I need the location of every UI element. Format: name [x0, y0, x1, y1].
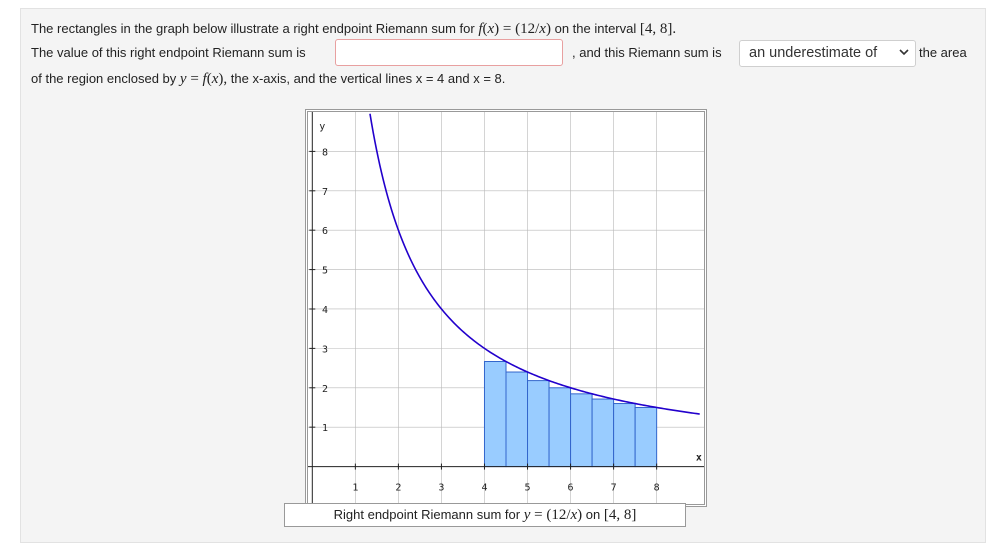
question-text: on the interval — [554, 21, 637, 36]
question-text: The rectangles in the graph below illust… — [31, 21, 475, 36]
function-expression: f(x) = (12/x) — [478, 21, 551, 37]
riemann-rectangle — [634, 406, 658, 468]
riemann-sum-answer-input[interactable] — [335, 39, 563, 66]
question-line-3: of the region enclosed by y = f(x), the … — [31, 71, 505, 88]
caption-equation: y = (12/x) — [523, 507, 583, 523]
caption-text: Right endpoint Riemann sum for — [333, 507, 521, 522]
function-curve — [369, 113, 700, 415]
estimate-type-select[interactable]: an underestimate of — [739, 40, 916, 67]
graph-frame: 1 2 3 4 5 6 7 8 1 2 3 4 5 6 7 8 x y — [305, 109, 707, 512]
riemann-rectangle — [591, 398, 615, 468]
question-panel: The rectangles in the graph below illust… — [20, 8, 986, 543]
area-equation: y = f(x), — [179, 71, 228, 87]
caption-text: on — [585, 507, 601, 522]
riemann-rectangle — [483, 361, 507, 468]
graph-caption: Right endpoint Riemann sum for y = (12/x… — [284, 503, 686, 527]
x-tick-label: 3 — [438, 483, 444, 494]
y-tick-label: 8 — [322, 147, 328, 158]
y-tick-label: 2 — [322, 384, 328, 395]
riemann-rectangle — [570, 393, 593, 468]
chevron-down-icon — [899, 47, 909, 59]
riemann-rectangle — [505, 371, 529, 468]
x-tick-label: 2 — [395, 483, 401, 494]
y-tick-label: 7 — [322, 187, 328, 198]
riemann-rectangle — [548, 387, 572, 468]
y-tick-label: 6 — [322, 226, 328, 237]
y-tick-label: 1 — [322, 423, 328, 434]
question-line-2: The value of this right endpoint Riemann… — [31, 45, 306, 60]
interval-expression: [4, 8]. — [639, 21, 677, 37]
question-text: of the region enclosed by — [31, 71, 177, 86]
riemann-rectangle — [613, 403, 636, 468]
x-tick-label: 7 — [611, 483, 617, 494]
select-value: an underestimate of — [749, 45, 878, 61]
question-text: , and this Riemann sum is — [572, 45, 722, 60]
riemann-sum-chart: 1 2 3 4 5 6 7 8 1 2 3 4 5 6 7 8 x y — [305, 109, 707, 507]
y-axis-label: y — [319, 122, 325, 133]
x-tick-label: 6 — [568, 483, 574, 494]
question-text: the x-axis, and the vertical lines x = 4… — [230, 71, 506, 86]
x-tick-label: 5 — [525, 483, 531, 494]
question-line-1: The rectangles in the graph below illust… — [31, 21, 676, 38]
x-tick-label: 8 — [654, 483, 660, 494]
x-tick-label: 4 — [481, 483, 487, 494]
question-text: The value of this right endpoint Riemann… — [31, 45, 306, 60]
x-tick-label: 1 — [352, 483, 358, 494]
x-axis-label: x — [696, 453, 702, 464]
y-tick-label: 4 — [322, 305, 328, 316]
y-tick-label: 5 — [322, 266, 328, 277]
riemann-rectangle — [527, 380, 550, 468]
question-text: the area — [919, 45, 967, 60]
caption-interval: [4, 8] — [603, 507, 637, 523]
y-tick-label: 3 — [322, 344, 328, 355]
